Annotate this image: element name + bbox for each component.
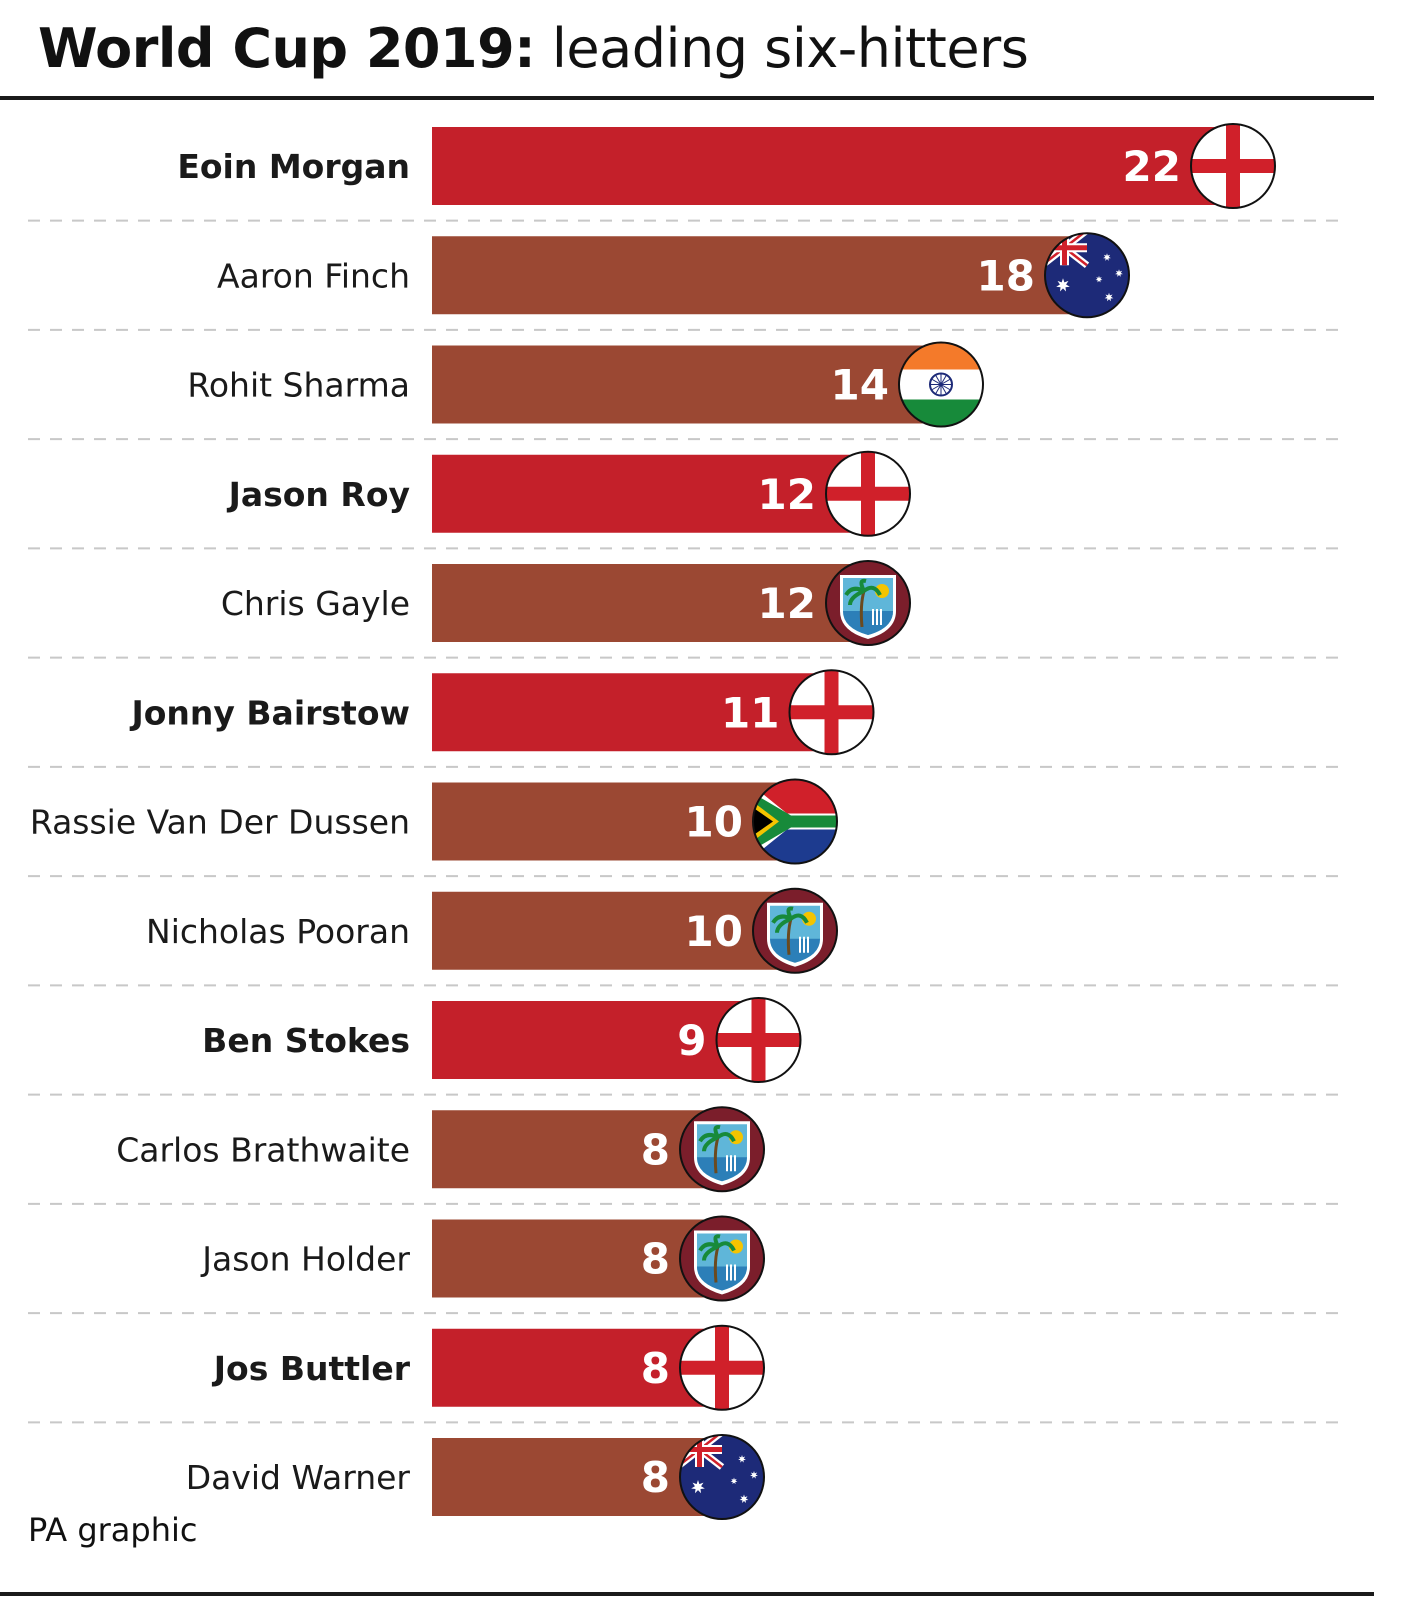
player-name-label: Aaron Finch — [217, 256, 410, 295]
bar — [432, 891, 797, 970]
bar — [432, 345, 943, 424]
player-name-label: Jonny Bairstow — [129, 693, 410, 732]
player-name-label: David Warner — [186, 1458, 411, 1497]
bar — [432, 1001, 761, 1079]
west-indies-flag-icon — [825, 560, 911, 646]
england-flag-icon — [1190, 123, 1276, 209]
bar — [432, 236, 1089, 315]
bar-row: Jason Holder 8 — [200, 1215, 765, 1302]
chart-title: World Cup 2019: leading six-hitters — [38, 14, 1029, 84]
bar-value-label: 12 — [758, 470, 816, 519]
source-credit: PA graphic — [28, 1511, 198, 1549]
bar-row: Rassie Van Der Dussen 10 — [30, 778, 838, 865]
top-rule — [0, 96, 1374, 100]
bar — [432, 454, 870, 533]
player-name-label: Chris Gayle — [221, 584, 410, 623]
chart-title-light: leading six-hitters — [551, 17, 1029, 80]
england-flag-icon — [679, 1324, 765, 1411]
bar-row: Ben Stokes 9 — [202, 997, 802, 1083]
bar — [432, 673, 834, 752]
bar — [432, 1438, 724, 1516]
bar-row: Nicholas Pooran 10 — [146, 887, 838, 974]
bar-row: Jonny Bairstow 11 — [129, 669, 875, 756]
bar — [432, 1328, 724, 1407]
bar-value-label: 9 — [677, 1016, 706, 1065]
player-name-label: Jason Holder — [200, 1240, 410, 1279]
chart-title-bold: World Cup 2019: — [38, 17, 536, 80]
bar — [432, 782, 797, 861]
bottom-rule — [0, 1592, 1374, 1596]
bar-row: Carlos Brathwaite 8 — [116, 1106, 765, 1193]
bar-value-label: 10 — [685, 907, 743, 956]
bar — [432, 127, 1235, 205]
bar-row: Jos Buttler 8 — [212, 1324, 765, 1411]
player-name-label: Jos Buttler — [212, 1349, 411, 1388]
bar-value-label: 22 — [1123, 142, 1181, 191]
bar-value-label: 12 — [758, 579, 816, 628]
bar-value-label: 14 — [831, 361, 889, 410]
bar-value-label: 11 — [721, 688, 779, 737]
england-flag-icon — [788, 669, 875, 756]
player-name-label: Rassie Van Der Dussen — [30, 803, 410, 842]
bar — [432, 1110, 724, 1189]
player-name-label: Nicholas Pooran — [146, 912, 410, 951]
england-flag-icon — [715, 997, 802, 1083]
bar-value-label: 8 — [641, 1125, 670, 1174]
player-name-label: Rohit Sharma — [187, 366, 410, 405]
bar-value-label: 8 — [641, 1344, 670, 1393]
player-name-label: Carlos Brathwaite — [116, 1130, 410, 1169]
player-name-label: Jason Roy — [227, 475, 410, 514]
bar-value-label: 18 — [977, 251, 1035, 300]
player-name-label: Ben Stokes — [202, 1021, 410, 1060]
bar-value-label: 8 — [641, 1453, 670, 1502]
australia-flag-icon — [1044, 232, 1130, 319]
bar-row: Chris Gayle 12 — [221, 560, 911, 646]
bar-row: Jason Roy 12 — [227, 450, 911, 537]
bar-row: Eoin Morgan 22 — [177, 123, 1276, 209]
west-indies-flag-icon — [679, 1215, 765, 1302]
england-flag-icon — [825, 450, 911, 537]
player-name-label: Eoin Morgan — [177, 147, 410, 186]
bar-row: Rohit Sharma 14 — [187, 341, 984, 428]
bar-value-label: 10 — [685, 798, 743, 847]
bar-row: Aaron Finch 18 — [217, 232, 1130, 319]
bar — [432, 1219, 724, 1298]
west-indies-flag-icon — [679, 1106, 765, 1193]
bar — [432, 564, 870, 642]
bar-value-label: 8 — [641, 1235, 670, 1284]
bar-row: David Warner 8 — [186, 1434, 765, 1520]
west-indies-flag-icon — [752, 887, 838, 974]
